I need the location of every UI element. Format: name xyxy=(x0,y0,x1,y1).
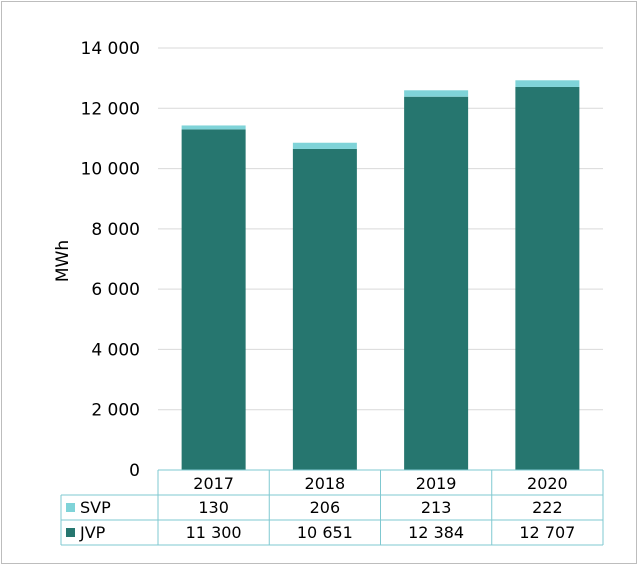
legend-swatch-svp xyxy=(66,503,75,512)
table-cell-value: 12 384 xyxy=(408,523,464,542)
legend-swatch-jvp xyxy=(66,528,75,537)
table-cell-value: 11 300 xyxy=(186,523,242,542)
legend-label-svp: SVP xyxy=(80,498,111,517)
y-tick-label: 12 000 xyxy=(81,99,140,119)
table-cell-value: 213 xyxy=(421,498,452,517)
table-cell-value: 12 707 xyxy=(519,523,575,542)
bar-segment-jvp xyxy=(515,86,580,470)
y-axis-label: MWh xyxy=(53,240,73,282)
y-tick-label: 4 000 xyxy=(91,340,140,360)
x-tick-label: 2018 xyxy=(305,474,346,493)
bar-segment-svp xyxy=(181,125,246,130)
bar-segment-svp xyxy=(292,142,357,149)
y-tick-label: 14 000 xyxy=(81,39,140,59)
bar-segment-jvp xyxy=(292,148,357,470)
y-tick-label: 0 xyxy=(129,461,140,481)
y-tick-label: 6 000 xyxy=(91,280,140,300)
x-tick-label: 2017 xyxy=(193,474,234,493)
bar-segment-jvp xyxy=(404,96,469,471)
y-tick-label: 2 000 xyxy=(91,401,140,421)
y-tick-label: 10 000 xyxy=(81,160,140,180)
x-tick-label: 2020 xyxy=(527,474,568,493)
legend-label-jvp: JVP xyxy=(79,523,106,542)
table-cell-value: 130 xyxy=(198,498,229,517)
bar-segment-svp xyxy=(515,80,580,87)
bar-segment-svp xyxy=(404,90,469,97)
table-cell-value: 206 xyxy=(310,498,341,517)
x-tick-label: 2019 xyxy=(416,474,457,493)
table-cell-value: 10 651 xyxy=(297,523,353,542)
y-tick-label: 8 000 xyxy=(91,220,140,240)
bar-segment-jvp xyxy=(181,129,246,470)
table-cell-value: 222 xyxy=(532,498,563,517)
